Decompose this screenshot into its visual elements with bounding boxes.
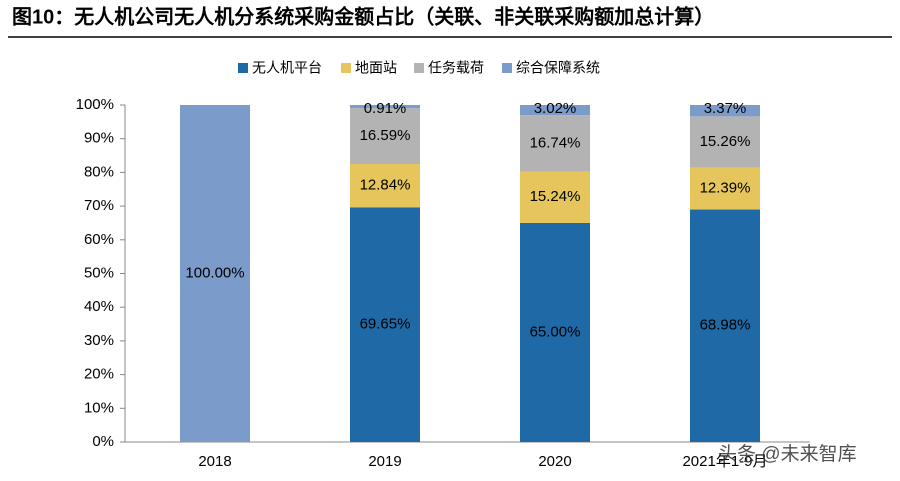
legend-label: 地面站 xyxy=(355,60,397,76)
bar-segment xyxy=(350,207,420,442)
y-tick-label: 100% xyxy=(76,96,114,113)
y-tick-label: 30% xyxy=(84,332,114,349)
data-label: 12.39% xyxy=(700,180,751,197)
chart-title: 图10：无人机公司无人机分系统采购金额占比（关联、非关联采购额加总计算） xyxy=(12,4,714,28)
x-tick-label: 2018 xyxy=(198,453,231,470)
data-label: 65.00% xyxy=(530,323,581,340)
data-label: 3.37% xyxy=(704,100,747,117)
y-tick-label: 80% xyxy=(84,163,114,180)
bar-segment xyxy=(350,108,420,165)
data-label: 16.74% xyxy=(530,134,581,151)
x-tick-label: 2021年1-9月 xyxy=(682,453,767,470)
data-label: 15.26% xyxy=(700,133,751,150)
y-tick-label: 10% xyxy=(84,399,114,416)
bar-segment xyxy=(520,171,590,223)
legend-swatch xyxy=(238,63,248,73)
y-tick-label: 60% xyxy=(84,231,114,248)
bar-segment xyxy=(690,209,760,442)
x-tick-label: 2019 xyxy=(368,453,401,470)
data-label: 3.02% xyxy=(534,100,577,117)
data-label: 0.91% xyxy=(364,100,407,117)
watermark: 头条 @未来智库 xyxy=(718,443,857,465)
data-label: 12.84% xyxy=(360,177,411,194)
x-tick-label: 2020 xyxy=(538,453,571,470)
y-tick-label: 70% xyxy=(84,197,114,214)
y-tick-label: 50% xyxy=(84,264,114,281)
legend-label: 综合保障系统 xyxy=(516,60,600,76)
bar-segment xyxy=(690,116,760,168)
data-label: 69.65% xyxy=(360,316,411,333)
y-tick-label: 40% xyxy=(84,298,114,315)
y-tick-label: 20% xyxy=(84,366,114,383)
y-tick-label: 0% xyxy=(92,433,114,450)
legend-swatch xyxy=(414,63,424,73)
legend-label: 无人机平台 xyxy=(252,60,322,76)
y-tick-label: 90% xyxy=(84,130,114,147)
data-label: 100.00% xyxy=(185,264,244,281)
bar-segment xyxy=(350,164,420,208)
bar-segment xyxy=(520,115,590,172)
data-label: 16.59% xyxy=(360,127,411,144)
bar-segment xyxy=(520,222,590,442)
bar-segment xyxy=(350,105,420,109)
bar-segment xyxy=(690,105,760,117)
data-label: 68.98% xyxy=(700,317,751,334)
bar-segment xyxy=(180,105,250,442)
bar-segment xyxy=(520,105,590,116)
legend-swatch xyxy=(341,63,351,73)
legend-label: 任务载荷 xyxy=(428,60,484,76)
bar-segment xyxy=(690,167,760,210)
data-label: 15.24% xyxy=(530,188,581,205)
legend-swatch xyxy=(502,63,512,73)
